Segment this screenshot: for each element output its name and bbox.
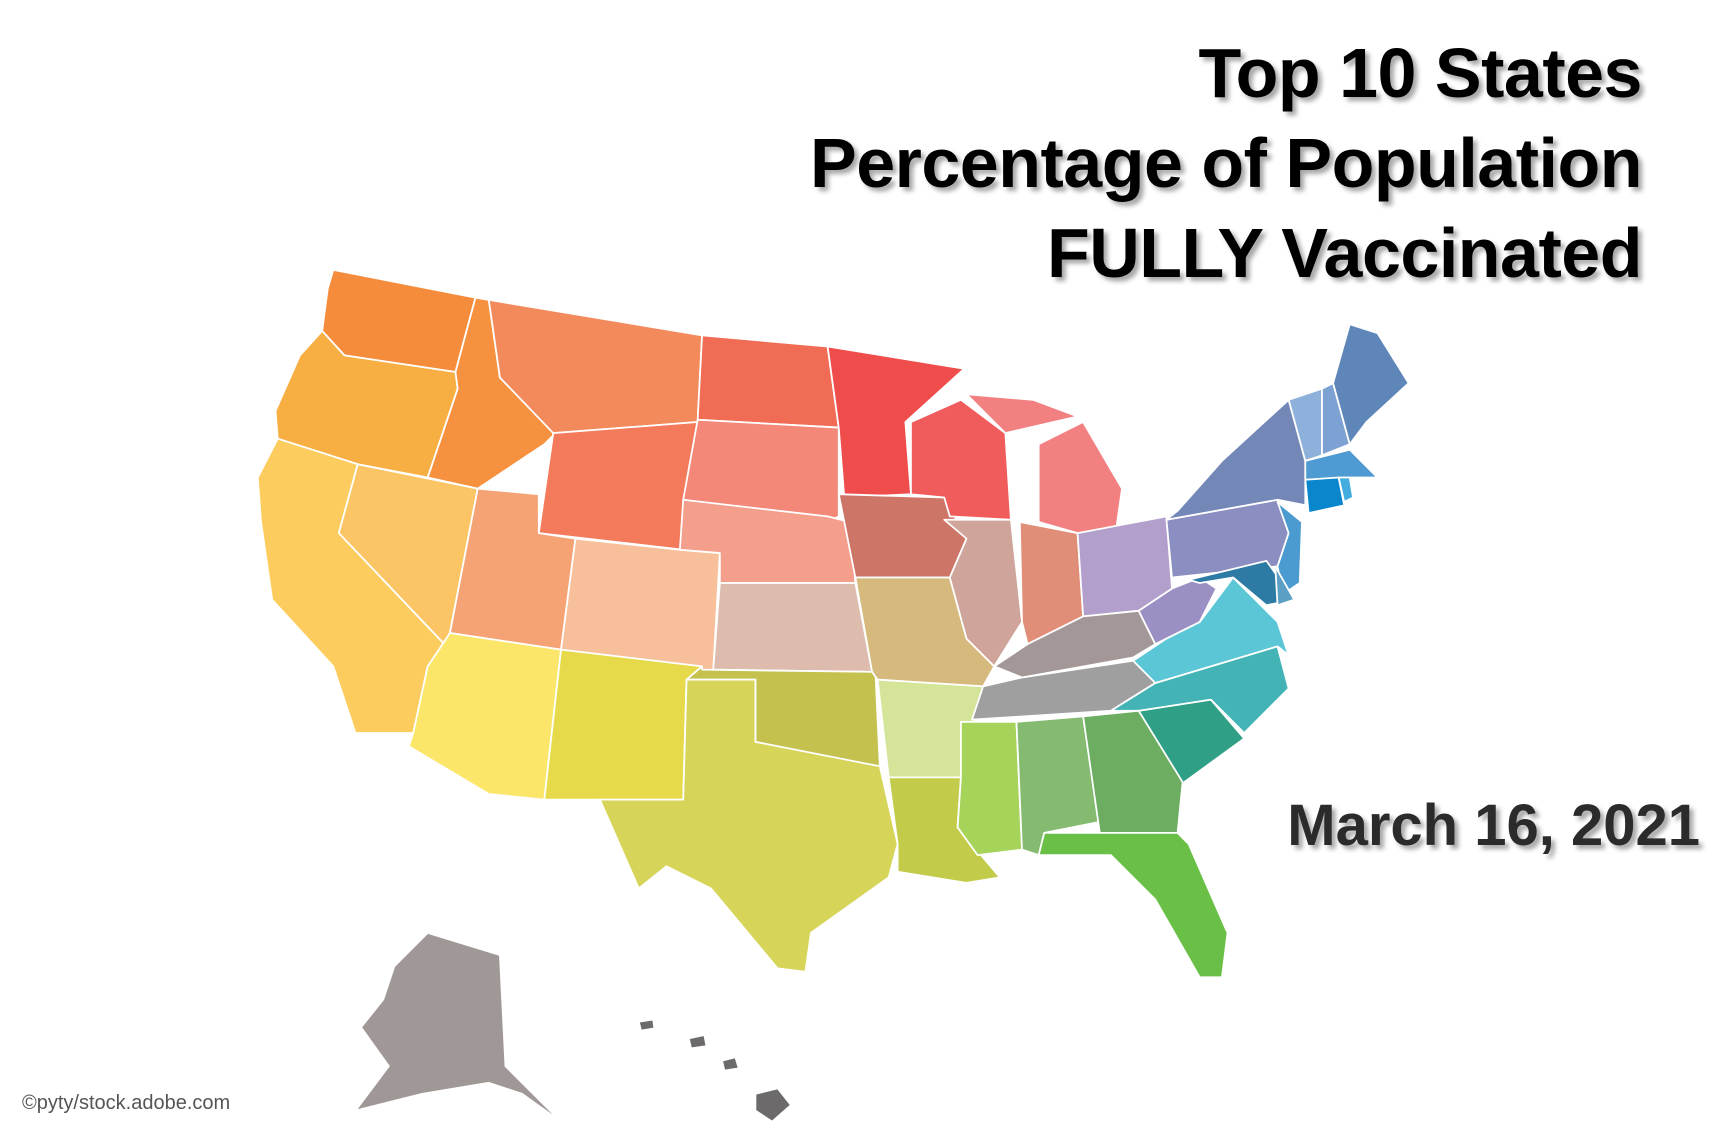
state-shape xyxy=(560,537,721,673)
state-shape xyxy=(712,582,873,673)
state-shape xyxy=(1165,398,1307,521)
state-shape xyxy=(1137,576,1218,646)
state-shape xyxy=(1037,832,1229,979)
state-wy xyxy=(537,421,699,551)
state-ma xyxy=(1304,448,1379,481)
state-shape xyxy=(943,518,1023,668)
state-shape xyxy=(598,678,899,973)
state-shape xyxy=(687,1034,708,1050)
state-ny xyxy=(1165,398,1307,521)
state-shape xyxy=(754,1087,792,1123)
state-shape xyxy=(543,648,703,801)
state-de xyxy=(1274,565,1296,607)
map-title: Top 10 States Percentage of Population F… xyxy=(810,28,1643,298)
state-hi xyxy=(637,1018,792,1123)
title-line-1: Top 10 States xyxy=(1198,34,1643,112)
state-shape xyxy=(721,1056,740,1072)
state-shape xyxy=(956,720,1023,857)
state-shape xyxy=(1332,323,1410,446)
state-shape xyxy=(354,931,562,1123)
state-ri xyxy=(1337,476,1354,503)
state-ct xyxy=(1304,476,1346,514)
state-shape xyxy=(1337,476,1354,503)
state-shape xyxy=(1187,559,1296,607)
state-shape xyxy=(1037,421,1123,534)
image-credit: ©pyty/stock.adobe.com xyxy=(22,1092,231,1114)
title-line-3: FULLY Vaccinated xyxy=(1046,214,1643,292)
state-me xyxy=(1332,323,1410,446)
state-shape xyxy=(637,1018,656,1032)
state-shape xyxy=(696,334,840,429)
state-nm xyxy=(543,648,703,801)
title-line-2: Percentage of Population xyxy=(810,124,1643,202)
state-md xyxy=(1187,559,1296,607)
state-mi xyxy=(965,393,1123,534)
state-shape xyxy=(1304,448,1379,481)
state-shape xyxy=(910,398,1012,521)
state-nd xyxy=(696,334,840,429)
state-fl xyxy=(1037,832,1229,979)
state-shape xyxy=(965,393,1079,435)
date-label: March 16, 2021 xyxy=(1287,793,1700,858)
state-shape xyxy=(537,421,699,551)
state-il xyxy=(943,518,1023,668)
state-ks xyxy=(712,582,873,673)
state-ak xyxy=(354,931,562,1123)
state-shape xyxy=(1304,476,1346,514)
state-wv xyxy=(1137,576,1218,646)
state-shape xyxy=(1274,565,1296,607)
state-ms xyxy=(956,720,1023,857)
state-tx xyxy=(598,678,899,973)
state-co xyxy=(560,537,721,673)
state-wi xyxy=(910,398,1012,521)
